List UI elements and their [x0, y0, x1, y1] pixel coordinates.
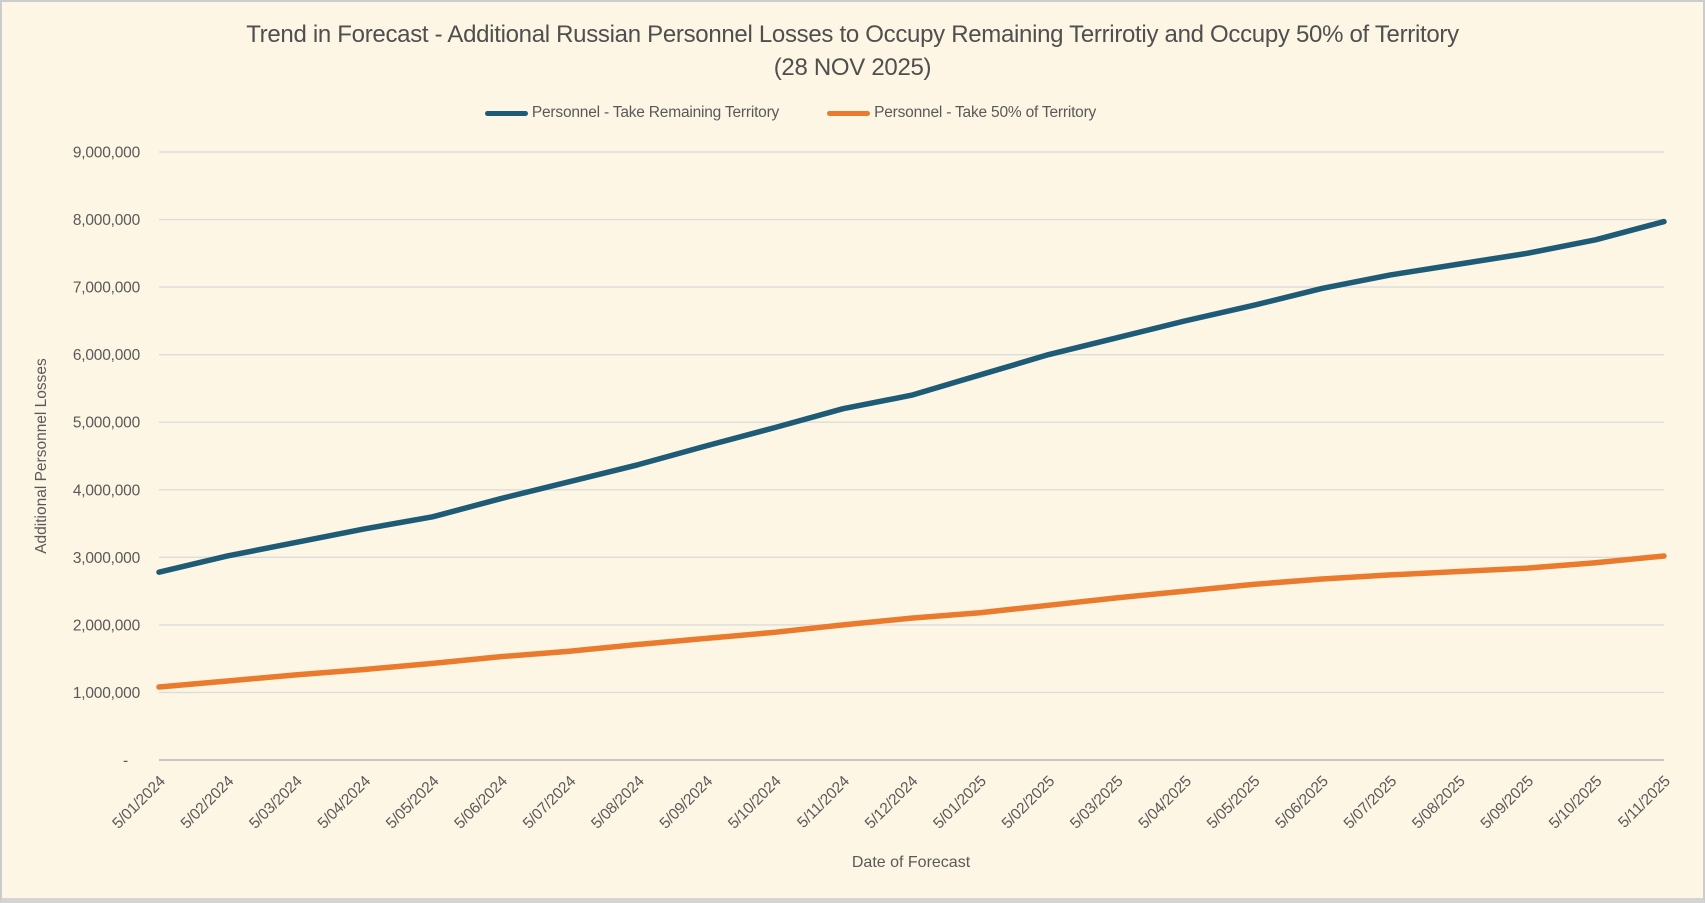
- x-tick-label: 5/09/2024: [657, 772, 717, 832]
- x-tick-label: 5/07/2024: [520, 772, 580, 832]
- x-tick-label: 5/05/2025: [1204, 773, 1264, 833]
- series-line-0: [156, 218, 1667, 575]
- y-tick-label: 1,000,000: [73, 685, 141, 702]
- legend-label-50pct-territory: Personnel - Take 50% of Territory: [874, 104, 1097, 121]
- x-tick-label: 5/04/2024: [315, 772, 375, 832]
- x-tick-label: 5/08/2025: [1409, 773, 1469, 833]
- x-tick-label: 5/02/2024: [178, 772, 238, 832]
- y-axis-title: Additional Personnel Losses: [33, 358, 50, 554]
- x-tick-label: 5/02/2025: [999, 773, 1059, 833]
- x-tick-label: 5/03/2024: [246, 772, 306, 832]
- y-tick-label: 5,000,000: [73, 415, 141, 432]
- x-tick-label: 5/11/2024: [794, 772, 853, 831]
- x-axis-title: Date of Forecast: [851, 854, 971, 871]
- x-tick-label: 5/08/2024: [588, 772, 648, 832]
- x-tick-label: 5/06/2025: [1272, 773, 1332, 833]
- chart-title-line1: Trend in Forecast - Additional Russian P…: [246, 21, 1459, 48]
- x-tick-label: 5/09/2025: [1478, 773, 1538, 833]
- chart-title-line2: (28 NOV 2025): [773, 54, 932, 81]
- legend: Personnel - Take Remaining Territory Per…: [2, 104, 1641, 122]
- legend-swatch-50pct-territory: [827, 110, 871, 116]
- x-tick-label: 5/05/2024: [383, 772, 443, 832]
- x-tick-label: 5/11/2025: [1615, 773, 1674, 832]
- y-tick-label: 8,000,000: [73, 212, 141, 229]
- chart-title: Trend in Forecast - Additional Russian P…: [2, 18, 1703, 84]
- x-tick-label: 5/04/2025: [1135, 773, 1195, 833]
- x-tick-label: 5/03/2025: [1067, 773, 1127, 833]
- y-tick-label: 3,000,000: [73, 550, 141, 567]
- y-tick-label: 4,000,000: [73, 482, 141, 499]
- x-tick-label: 5/01/2025: [930, 773, 990, 833]
- x-tick-label: 5/12/2024: [862, 772, 922, 832]
- legend-item-50pct-territory: Personnel - Take 50% of Territory: [827, 104, 1096, 122]
- x-tick-label: 5/06/2024: [451, 772, 511, 832]
- legend-swatch-remaining-territory: [484, 110, 528, 116]
- legend-label-remaining-territory: Personnel - Take Remaining Territory: [531, 104, 780, 121]
- y-tick-label: 2,000,000: [73, 617, 141, 634]
- x-tick-label: 5/01/2024: [109, 772, 169, 832]
- x-tick-label: 5/07/2025: [1341, 773, 1401, 833]
- y-tick-label: 7,000,000: [73, 280, 141, 297]
- legend-item-remaining-territory: Personnel - Take Remaining Territory: [484, 104, 780, 122]
- y-tick-label: 6,000,000: [73, 347, 141, 364]
- x-tick-label: 5/10/2024: [725, 772, 785, 832]
- y-tick-label: -: [123, 753, 128, 770]
- series-line-1: [156, 553, 1667, 690]
- y-tick-label: 9,000,000: [73, 145, 141, 162]
- x-tick-label: 5/10/2025: [1546, 773, 1606, 833]
